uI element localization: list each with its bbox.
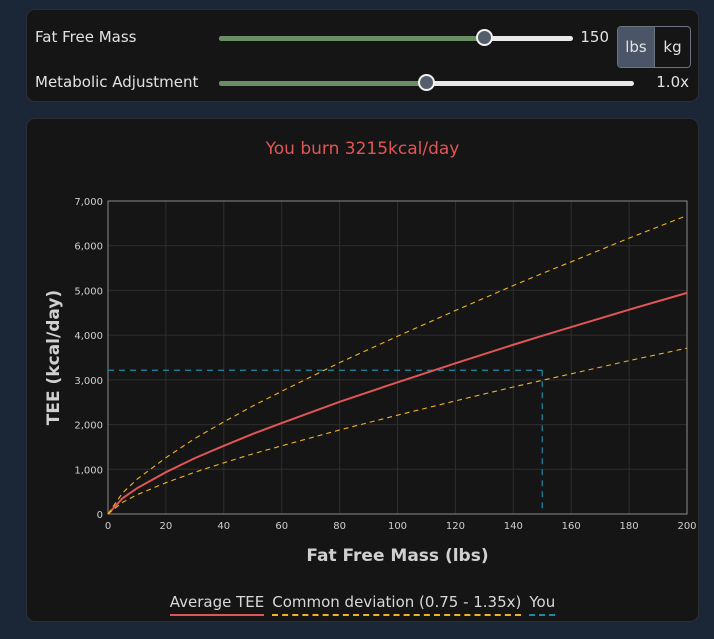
result-headline: You burn 3215kcal/day — [265, 139, 460, 159]
y-axis-title: TEE (kcal/day) — [44, 290, 64, 425]
legend-you[interactable]: You — [529, 593, 556, 616]
metabolic-adjustment-slider-fill — [219, 81, 427, 86]
fat-free-mass-label: Fat Free Mass — [35, 28, 137, 46]
x-tick-label: 100 — [388, 521, 407, 532]
legend-common-deviation[interactable]: Common deviation (0.75 - 1.35x) — [272, 593, 522, 616]
y-tick-label: 4,000 — [74, 331, 103, 342]
x-tick-label: 140 — [504, 521, 523, 532]
tee-chart: 0 1,000 2,000 3,000 4,000 5,000 6,000 7,000 0 20 4… — [44, 197, 697, 566]
deviation-lower-line — [107, 347, 688, 515]
x-tick-label: 60 — [275, 521, 288, 532]
x-tick-label: 0 — [105, 521, 111, 532]
x-tick-label: 80 — [333, 521, 346, 532]
deviation-upper-line — [107, 215, 688, 515]
metabolic-adjustment-label: Metabolic Adjustment — [35, 73, 199, 91]
metabolic-adjustment-row: Metabolic Adjustment 1.0x — [27, 63, 698, 103]
fat-free-mass-slider-fill — [219, 36, 485, 41]
fat-free-mass-slider[interactable] — [219, 29, 573, 46]
x-tick-label: 160 — [562, 521, 581, 532]
average-tee-line — [107, 291, 688, 515]
metabolic-adjustment-value: 1.0x — [656, 73, 689, 91]
x-axis-title: Fat Free Mass (lbs) — [306, 546, 488, 566]
y-tick-label: 5,000 — [74, 286, 103, 297]
x-tick-label: 120 — [446, 521, 465, 532]
unit-toggle: lbs kg — [617, 26, 691, 68]
fat-free-mass-value: 150 — [580, 28, 609, 46]
chart-panel: You burn 3215kcal/day 0 1,000 2,000 3,000 4,… — [26, 118, 699, 622]
controls-panel: Fat Free Mass 150 lbs kg Metabolic Adjus… — [26, 9, 699, 102]
metabolic-adjustment-slider-thumb[interactable] — [417, 74, 435, 91]
unit-kg-button[interactable]: kg — [654, 27, 690, 67]
x-tick-label: 180 — [620, 521, 639, 532]
chart-legend: Average TEE Common deviation (0.75 - 1.3… — [27, 593, 698, 616]
unit-lbs-button[interactable]: lbs — [618, 27, 654, 67]
x-tick-label: 200 — [677, 521, 696, 532]
x-tick-label: 20 — [160, 521, 173, 532]
x-tick-label: 40 — [217, 521, 230, 532]
fat-free-mass-row: Fat Free Mass 150 lbs kg — [27, 18, 698, 68]
y-tick-label: 2,000 — [74, 421, 103, 432]
y-tick-label: 7,000 — [74, 197, 103, 208]
y-tick-label: 6,000 — [74, 242, 103, 253]
y-tick-label: 3,000 — [74, 376, 103, 387]
fat-free-mass-slider-thumb[interactable] — [475, 29, 493, 46]
y-tick-label: 1,000 — [74, 465, 103, 476]
y-tick-label: 0 — [97, 510, 103, 521]
legend-average-tee[interactable]: Average TEE — [169, 593, 265, 616]
plot-frame — [107, 200, 688, 515]
metabolic-adjustment-slider[interactable] — [219, 74, 634, 91]
